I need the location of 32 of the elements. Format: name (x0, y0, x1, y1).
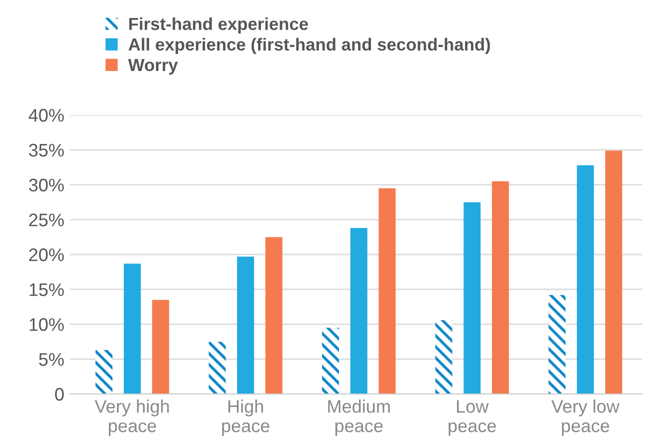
bar (95, 350, 112, 394)
x-tick-label: High peace (222, 400, 270, 436)
x-tick-label: Low peace (448, 400, 496, 436)
y-tick-label: 40% (28, 108, 64, 122)
bar (265, 237, 282, 394)
x-tick-label: Medium peace (328, 400, 390, 436)
legend-label: All experience (first-hand and second-hand) (128, 38, 490, 54)
legend-label: First-hand experience (129, 17, 308, 34)
y-tick-label: 25% (29, 214, 64, 226)
y-tick-label: 15% (30, 283, 64, 296)
bar (124, 264, 141, 394)
bar (492, 181, 509, 394)
bar (548, 294, 566, 394)
bar (152, 300, 170, 394)
y-tick-label: 10% (30, 318, 64, 331)
bar (435, 320, 452, 394)
x-tick-label: Very low peace (551, 400, 620, 436)
legend-label: Worry (128, 59, 178, 75)
x-tick-label: Very high peace (94, 400, 169, 436)
y-tick-label: 30% (28, 178, 64, 192)
bar (350, 228, 368, 394)
bar (378, 188, 396, 394)
bar (322, 328, 340, 394)
y-tick-label: 20% (29, 248, 64, 262)
bar (605, 150, 622, 394)
bar (464, 202, 481, 394)
bar (237, 256, 254, 394)
y-tick-label: 0 (55, 388, 64, 401)
bar (576, 165, 594, 394)
y-tick-label: 35% (28, 144, 64, 157)
bar (208, 342, 226, 394)
y-tick-label: 5% (39, 353, 64, 366)
